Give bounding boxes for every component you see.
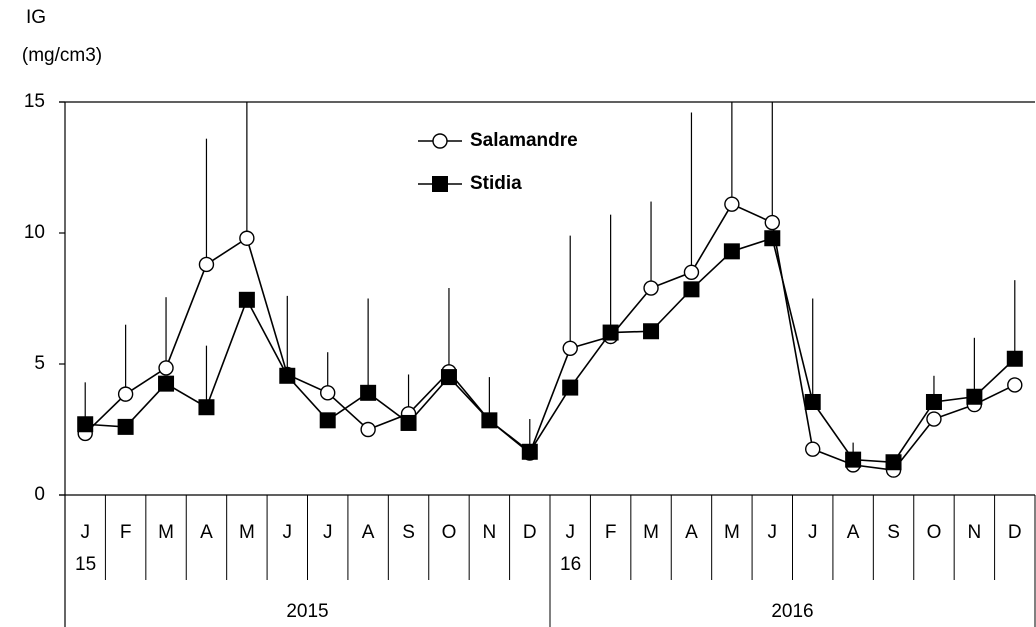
point bbox=[198, 399, 215, 416]
legend-marker bbox=[432, 176, 448, 192]
point bbox=[643, 323, 660, 340]
point bbox=[239, 230, 255, 246]
x-tick-label: A bbox=[847, 522, 860, 543]
point bbox=[925, 393, 942, 410]
point bbox=[117, 386, 134, 402]
x-tick-sublabel: 15 bbox=[75, 554, 96, 575]
point bbox=[602, 324, 619, 341]
point bbox=[562, 379, 579, 396]
x-tick-label: J bbox=[565, 522, 575, 543]
x-tick-label: S bbox=[887, 522, 900, 543]
point bbox=[521, 443, 538, 460]
point bbox=[77, 416, 94, 433]
x-tick-label: M bbox=[239, 522, 255, 543]
x-tick-label: F bbox=[605, 522, 617, 543]
point bbox=[279, 367, 296, 384]
point bbox=[1006, 350, 1023, 367]
point bbox=[1007, 377, 1023, 393]
x-tick-label: J bbox=[768, 522, 778, 543]
x-tick-label: D bbox=[1008, 522, 1022, 543]
plot-area bbox=[84, 102, 1016, 460]
point bbox=[440, 369, 457, 386]
series-line bbox=[84, 203, 1016, 471]
x-tick-label: J bbox=[80, 522, 90, 543]
point bbox=[723, 243, 740, 260]
y-tick-label: 0 bbox=[34, 484, 45, 505]
y-tick-label: 5 bbox=[34, 353, 45, 374]
point bbox=[319, 412, 336, 429]
point bbox=[238, 291, 255, 308]
x-tick-label: S bbox=[402, 522, 415, 543]
y-tick-label: 15 bbox=[24, 91, 45, 112]
point bbox=[117, 418, 134, 435]
x-tick-label: A bbox=[200, 522, 213, 543]
point bbox=[845, 451, 862, 468]
x-tick-label: J bbox=[323, 522, 333, 543]
point bbox=[805, 441, 821, 457]
point bbox=[683, 281, 700, 298]
group-label: 2015 bbox=[286, 601, 328, 622]
point bbox=[158, 360, 174, 376]
point bbox=[360, 421, 376, 438]
legend-label: Stidia bbox=[470, 173, 522, 194]
point bbox=[481, 412, 498, 429]
x-tick-label: J bbox=[808, 522, 818, 543]
point bbox=[400, 414, 417, 431]
x-tick-label: M bbox=[158, 522, 174, 543]
point bbox=[683, 264, 700, 280]
series-line bbox=[85, 237, 1016, 464]
point bbox=[966, 388, 983, 405]
point bbox=[926, 411, 942, 427]
x-tick-label: M bbox=[643, 522, 659, 543]
group-label: 2016 bbox=[771, 601, 813, 622]
y-axis-label: (mg/cm3) bbox=[22, 45, 102, 66]
point bbox=[562, 340, 578, 356]
x-tick-label: N bbox=[968, 522, 982, 543]
point bbox=[320, 385, 336, 401]
y-tick-label: 10 bbox=[24, 222, 45, 243]
x-tick-label: N bbox=[483, 522, 497, 543]
x-tick-label: O bbox=[442, 522, 457, 543]
point bbox=[885, 454, 902, 471]
x-tick-label: A bbox=[362, 522, 375, 543]
legend-marker bbox=[432, 133, 448, 149]
x-tick-label: F bbox=[120, 522, 132, 543]
x-tick-sublabel: 16 bbox=[560, 554, 581, 575]
point bbox=[158, 375, 175, 392]
point bbox=[764, 230, 781, 247]
point bbox=[360, 384, 377, 401]
x-tick-label: D bbox=[523, 522, 537, 543]
x-tick-label: M bbox=[724, 522, 740, 543]
x-tick-label: A bbox=[685, 522, 698, 543]
point bbox=[724, 196, 740, 212]
point bbox=[804, 393, 821, 410]
x-tick-label: J bbox=[283, 522, 293, 543]
point bbox=[764, 214, 780, 231]
point bbox=[643, 280, 659, 296]
y-axis-label: IG bbox=[26, 7, 46, 28]
x-tick-label: O bbox=[927, 522, 942, 543]
point bbox=[198, 256, 215, 273]
legend-label: Salamandre bbox=[470, 130, 578, 151]
